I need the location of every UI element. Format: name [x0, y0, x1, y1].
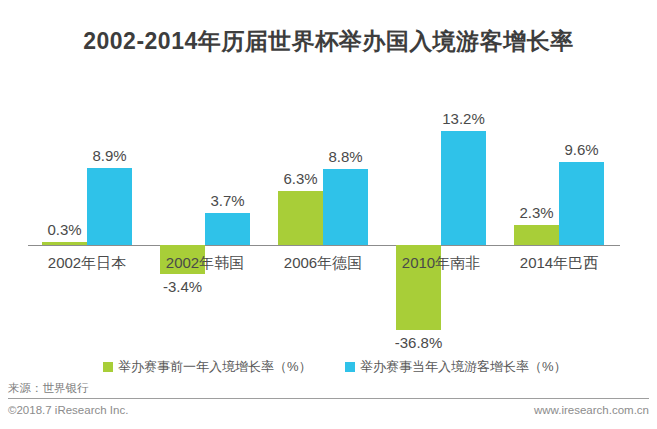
value-label-prev-year-4: 2.3%	[489, 205, 585, 221]
bar-prev-year-0	[42, 242, 87, 245]
value-label-prev-year-0: 0.3%	[17, 222, 113, 238]
website-text: www.iresearch.com.cn	[534, 404, 649, 416]
legend-item-host-year: 举办赛事当年入境游客增长率（%）	[345, 358, 567, 376]
value-label-prev-year-1: -3.4%	[135, 279, 231, 295]
data-source-note: 来源：世界银行	[8, 381, 89, 396]
copyright-text: ©2018.7 iResearch Inc.	[8, 404, 128, 416]
value-label-prev-year-3: -36.8%	[371, 335, 467, 351]
bar-host-year-4	[559, 162, 604, 245]
bar-host-year-1	[205, 213, 250, 245]
value-label-prev-year-2: 6.3%	[253, 171, 349, 187]
chart-legend: 举办赛事前一年入境增长率（%） 举办赛事当年入境游客增长率（%）	[0, 358, 657, 376]
value-label-host-year-3: 13.2%	[416, 111, 512, 127]
bar-chart-area: 0.3% 8.9% 2002年日本 -3.4% 3.7% 2002年韩国 6.3% 8.8% 2…	[0, 100, 657, 358]
footer-divider	[8, 398, 649, 399]
value-label-host-year-0: 8.9%	[62, 148, 158, 164]
category-label-3: 2010年南非	[376, 254, 506, 271]
value-label-host-year-1: 3.7%	[180, 193, 276, 209]
legend-item-pre-year: 举办赛事前一年入境增长率（%）	[103, 358, 312, 376]
chart-title: 2002-2014年历届世界杯举办国入境游客增长率	[0, 26, 657, 57]
legend-swatch-green	[103, 362, 113, 372]
legend-label: 举办赛事前一年入境增长率（%）	[118, 358, 312, 376]
category-label-2: 2006年德国	[258, 254, 388, 271]
category-label-0: 2002年日本	[22, 254, 152, 271]
value-label-host-year-4: 9.6%	[534, 142, 630, 158]
chart-page: 2002-2014年历届世界杯举办国入境游客增长率 0.3% 8.9% 2002年日…	[0, 0, 657, 429]
legend-label: 举办赛事当年入境游客增长率（%）	[360, 358, 567, 376]
bar-prev-year-2	[278, 191, 323, 245]
category-label-4: 2014年巴西	[494, 254, 624, 271]
bar-prev-year-4	[514, 225, 559, 245]
value-label-host-year-2: 8.8%	[298, 149, 394, 165]
x-axis-line	[28, 245, 620, 246]
legend-swatch-blue	[345, 362, 355, 372]
bar-host-year-3	[441, 131, 486, 245]
category-label-1: 2002年韩国	[140, 254, 270, 271]
